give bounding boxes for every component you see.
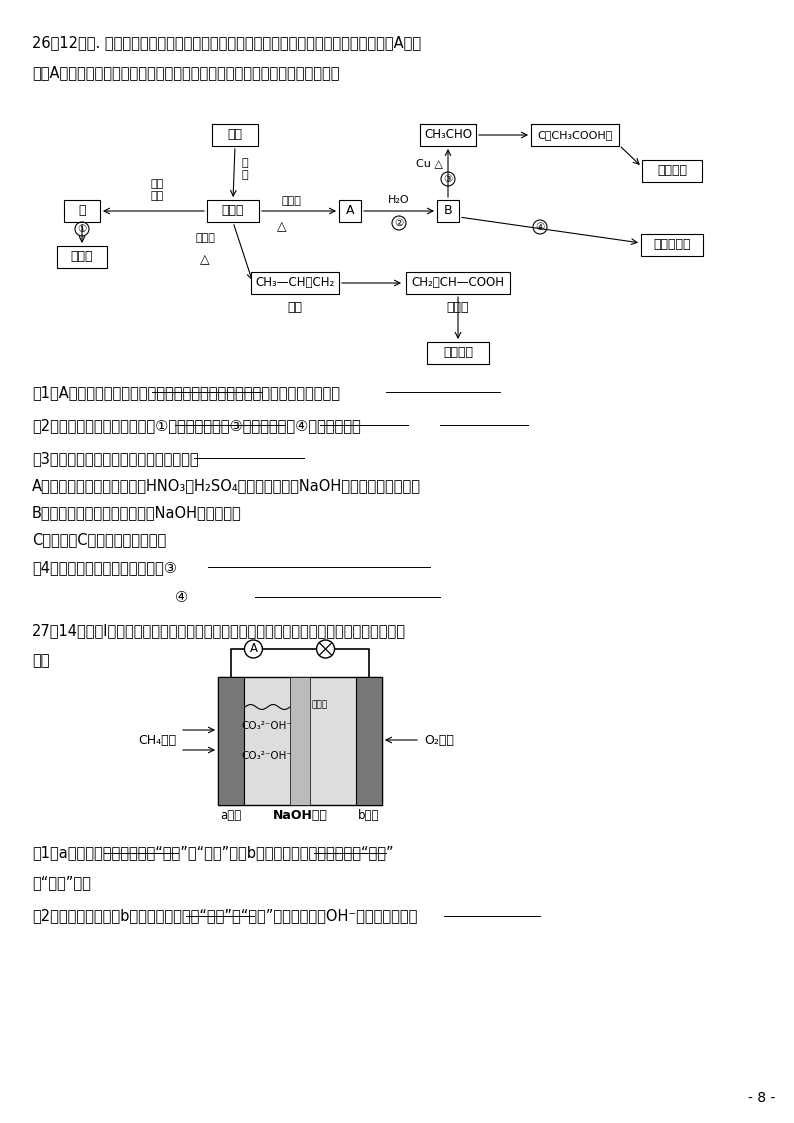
Text: A．为除去硒基苯中混有的浓HNO₃和H₂SO₄，可将其倒入到NaOH溶液中，静置，分液: A．为除去硒基苯中混有的浓HNO₃和H₂SO₄，可将其倒入到NaOH溶液中，静置… — [32, 478, 421, 493]
FancyBboxPatch shape — [356, 677, 382, 805]
Text: A: A — [249, 642, 257, 656]
Text: △: △ — [276, 220, 287, 232]
FancyBboxPatch shape — [437, 200, 459, 222]
Text: Cu △: Cu △ — [416, 158, 443, 168]
FancyBboxPatch shape — [290, 677, 310, 805]
Text: CO₃²⁻OH⁻: CO₃²⁻OH⁻ — [241, 721, 292, 731]
FancyBboxPatch shape — [339, 200, 361, 222]
Text: A: A — [345, 204, 354, 218]
Text: ②: ② — [395, 218, 403, 228]
Text: 26（12分）. 工业中很多重要的化工原料都来源于石油化工，如图中的苯、丙烯、有机物A等，: 26（12分）. 工业中很多重要的化工原料都来源于石油化工，如图中的苯、丙烯、有… — [32, 35, 421, 51]
Text: 碎瓷片: 碎瓷片 — [282, 197, 302, 206]
Text: 27（14分）．Ⅰ．燃料电池是一种高效、环境友好的供电装置，下图是甲烷燃料电池原理示意: 27（14分）．Ⅰ．燃料电池是一种高效、环境友好的供电装置，下图是甲烷燃料电池原… — [32, 623, 406, 638]
Text: NaOH溶液: NaOH溶液 — [272, 809, 327, 822]
Text: 硝基苯: 硝基苯 — [71, 250, 93, 264]
Text: - 8 -: - 8 - — [748, 1092, 776, 1105]
FancyBboxPatch shape — [251, 272, 339, 294]
Circle shape — [317, 640, 334, 658]
Text: 或“还原”）；: 或“还原”）； — [32, 875, 91, 891]
Text: 丙烯: 丙烯 — [287, 301, 303, 314]
Text: △: △ — [200, 253, 210, 266]
Text: （2）外电路中电子从b电极＿＿＿＿（填“流入”或“流出”），内电路中OH⁻移向＿＿＿＿＿: （2）外电路中电子从b电极＿＿＿＿（填“流入”或“流出”），内电路中OH⁻移向＿… — [32, 909, 418, 923]
FancyBboxPatch shape — [406, 272, 510, 294]
Text: 原油: 原油 — [228, 128, 242, 141]
Text: 石蜡油: 石蜡油 — [222, 204, 245, 218]
Text: （3）下列说法不正确的是：＿＿＿＿＿；: （3）下列说法不正确的是：＿＿＿＿＿； — [32, 451, 198, 466]
Text: （1）a电极为＿＿＿＿＿（填“正极”或“负极”），b电极发生＿＿＿＿反应（填“氧化”: （1）a电极为＿＿＿＿＿（填“正极”或“负极”），b电极发生＿＿＿＿反应（填“氧… — [32, 844, 394, 860]
FancyBboxPatch shape — [427, 343, 489, 364]
Text: C．有机物C与丙烯酸属于同系物: C．有机物C与丙烯酸属于同系物 — [32, 532, 166, 547]
Text: 正阴云: 正阴云 — [311, 701, 327, 710]
Text: （1）A的结构简式为＿＿＿＿＿＿，丙烯酸中官能团的名称为＿＿＿＿＿＿；: （1）A的结构简式为＿＿＿＿＿＿，丙烯酸中官能团的名称为＿＿＿＿＿＿； — [32, 385, 340, 400]
FancyBboxPatch shape — [642, 159, 702, 182]
Text: O₂入口: O₂入口 — [424, 733, 454, 747]
Text: B．除去乙酸乙酯中的乙酸，加NaOH溶液、分液: B．除去乙酸乙酯中的乙酸，加NaOH溶液、分液 — [32, 505, 241, 520]
FancyBboxPatch shape — [207, 200, 259, 222]
Text: （4）写出下列化学反应方程式：③: （4）写出下列化学反应方程式：③ — [32, 560, 177, 575]
Text: ③: ③ — [443, 174, 453, 184]
FancyBboxPatch shape — [212, 124, 258, 146]
Text: ④: ④ — [175, 590, 188, 605]
FancyBboxPatch shape — [531, 124, 619, 146]
Text: a电极: a电极 — [221, 809, 241, 822]
FancyBboxPatch shape — [218, 677, 244, 805]
Text: CH₂＝CH—COOH: CH₂＝CH—COOH — [411, 276, 504, 290]
Text: 乙酸乙酯: 乙酸乙酯 — [657, 164, 687, 177]
Text: CH₃—CH＝CH₂: CH₃—CH＝CH₂ — [256, 276, 334, 290]
Text: 图：: 图： — [32, 652, 49, 668]
Text: B: B — [444, 204, 453, 218]
Text: 丙烯酸: 丙烯酸 — [447, 301, 469, 314]
Text: CO₃²⁻OH⁻: CO₃²⁻OH⁻ — [241, 751, 292, 761]
FancyBboxPatch shape — [64, 200, 100, 222]
Text: 丙烯酸乙酯: 丙烯酸乙酯 — [653, 238, 691, 252]
Circle shape — [245, 640, 263, 658]
Text: 催化
重整: 催化 重整 — [151, 180, 164, 201]
FancyBboxPatch shape — [218, 677, 382, 805]
FancyBboxPatch shape — [420, 124, 476, 146]
FancyBboxPatch shape — [641, 234, 703, 256]
Text: H₂O: H₂O — [388, 195, 410, 206]
Text: 聚丙烯酸: 聚丙烯酸 — [443, 347, 473, 359]
Text: （2）写出下列反应的反应类型①＿＿＿＿＿＿，③＿＿＿＿＿，④＿＿＿＿＿；: （2）写出下列反应的反应类型①＿＿＿＿＿＿，③＿＿＿＿＿，④＿＿＿＿＿； — [32, 418, 360, 433]
Text: CH₄入口: CH₄入口 — [138, 733, 176, 747]
Text: CH₃CHO: CH₃CHO — [424, 128, 472, 141]
Text: 苯: 苯 — [79, 204, 86, 218]
Text: C（CH₃COOH）: C（CH₃COOH） — [538, 130, 613, 140]
Text: b电极: b电极 — [358, 809, 380, 822]
FancyBboxPatch shape — [57, 246, 107, 268]
Text: 其中A的年产量可以用来衡量一个国家的石油化工发展水平。请回答下列问题：: 其中A的年产量可以用来衡量一个国家的石油化工发展水平。请回答下列问题： — [32, 65, 340, 80]
Text: ①: ① — [77, 223, 87, 234]
Text: 碎瓷片: 碎瓷片 — [195, 232, 215, 243]
Text: ④: ④ — [535, 222, 545, 232]
Text: 分
馏: 分 馏 — [242, 158, 249, 180]
